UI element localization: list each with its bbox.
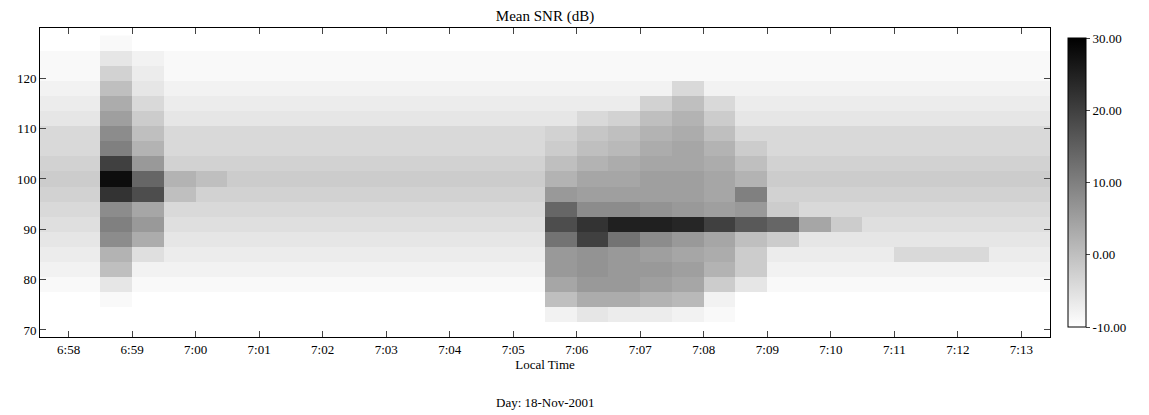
svg-text:30.00: 30.00	[1093, 31, 1122, 46]
svg-text:6:58: 6:58	[57, 342, 80, 357]
svg-text:Local Time: Local Time	[515, 357, 575, 372]
svg-text:80: 80	[23, 272, 36, 287]
svg-text:7:04: 7:04	[438, 342, 462, 357]
svg-text:7:09: 7:09	[756, 342, 779, 357]
svg-text:7:00: 7:00	[184, 342, 207, 357]
svg-text:7:03: 7:03	[375, 342, 398, 357]
svg-text:100: 100	[17, 172, 37, 187]
svg-text:7:12: 7:12	[946, 342, 969, 357]
svg-text:7:08: 7:08	[692, 342, 715, 357]
svg-text:-10.00: -10.00	[1093, 320, 1127, 335]
svg-text:Mean SNR (dB): Mean SNR (dB)	[496, 8, 594, 25]
svg-text:7:06: 7:06	[565, 342, 589, 357]
svg-text:7:10: 7:10	[819, 342, 842, 357]
svg-text:7:05: 7:05	[502, 342, 525, 357]
svg-text:70: 70	[23, 323, 36, 338]
svg-text:20.00: 20.00	[1093, 103, 1122, 118]
svg-text:7:01: 7:01	[248, 342, 271, 357]
svg-text:90: 90	[23, 222, 36, 237]
svg-text:7:11: 7:11	[883, 342, 906, 357]
svg-text:6:59: 6:59	[121, 342, 144, 357]
svg-text:7:02: 7:02	[311, 342, 334, 357]
svg-text:120: 120	[17, 71, 37, 86]
svg-text:110: 110	[17, 121, 36, 136]
svg-text:7:13: 7:13	[1010, 342, 1033, 357]
svg-text:7:07: 7:07	[629, 342, 653, 357]
svg-text:Day: 18-Nov-2001: Day: 18-Nov-2001	[496, 395, 595, 410]
svg-text:10.00: 10.00	[1093, 175, 1122, 190]
svg-text:0.00: 0.00	[1093, 247, 1116, 262]
